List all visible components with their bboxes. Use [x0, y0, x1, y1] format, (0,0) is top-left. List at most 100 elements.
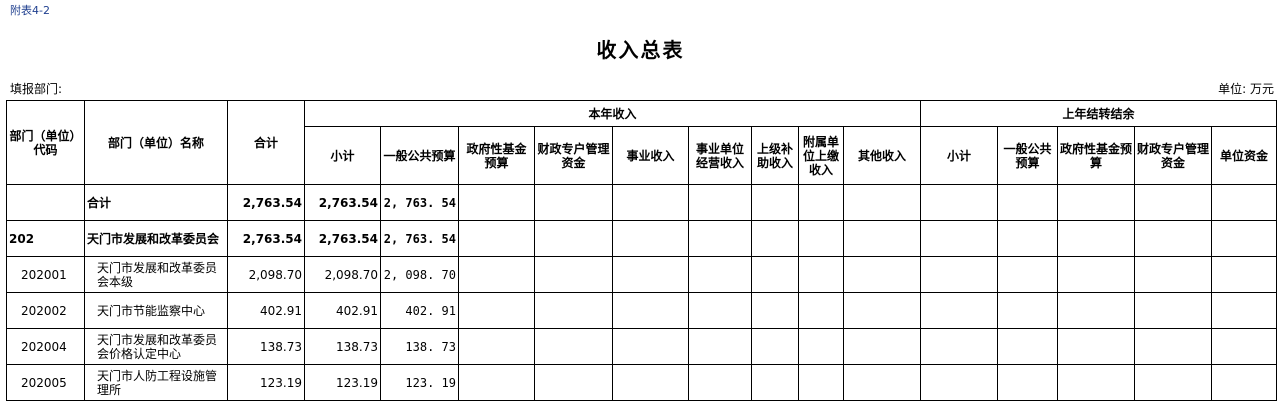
cell-empty: [1134, 328, 1212, 365]
header-current-col: 一般公共预算: [380, 126, 459, 185]
cell-empty: [1211, 220, 1277, 257]
cell-empty: [1134, 364, 1212, 401]
cell-empty: [843, 328, 921, 365]
header-current-col: 事业单位经营收入: [688, 126, 752, 185]
cell-empty: [1134, 184, 1212, 221]
cell-empty: [798, 328, 844, 365]
header-current-col: 事业收入: [612, 126, 689, 185]
cell-general-budget: 2, 763. 54: [380, 184, 459, 221]
cell-empty: [688, 184, 752, 221]
cell-empty: [1211, 292, 1277, 329]
page-title: 收入总表: [596, 38, 685, 62]
cell-empty: [1057, 256, 1135, 293]
cell-empty: [458, 220, 535, 257]
cell-total: 123.19: [227, 364, 305, 401]
table-row: 202004 天门市发展和改革委员会价格认定中心 138.73 138.73 138. …: [6, 328, 1277, 365]
table-row: 202005 天门市人防工程设施管理所 123.19 123.19 123. 19: [6, 364, 1277, 401]
cell-empty: [751, 328, 799, 365]
cell-empty: [1134, 220, 1212, 257]
header-prior-year: 上年结转结余: [920, 100, 1277, 127]
cell-empty: [534, 256, 613, 293]
header-current-col: 其他收入: [843, 126, 921, 185]
cell-empty: [997, 328, 1058, 365]
cell-subtotal: 123.19: [304, 364, 381, 401]
cell-empty: [920, 364, 998, 401]
cell-total: 2,098.70: [227, 256, 305, 293]
cell-empty: [920, 256, 998, 293]
cell-empty: [688, 328, 752, 365]
cell-general-budget: 2, 098. 70: [380, 256, 459, 293]
cell-empty: [1057, 292, 1135, 329]
cell-code: 202005: [6, 364, 85, 401]
cell-empty: [534, 292, 613, 329]
cell-subtotal: 2,763.54: [304, 220, 381, 257]
cell-empty: [534, 364, 613, 401]
header-prior-col: 政府性基金预算: [1057, 126, 1135, 185]
cell-total: 402.91: [227, 292, 305, 329]
cell-empty: [1211, 256, 1277, 293]
header-current-col: 上级补助收入: [751, 126, 799, 185]
cell-empty: [843, 220, 921, 257]
cell-empty: [798, 364, 844, 401]
cell-name: 天门市发展和改革委员会价格认定中心: [84, 328, 228, 365]
cell-general-budget: 2, 763. 54: [380, 220, 459, 257]
cell-empty: [920, 184, 998, 221]
cell-code: 202: [6, 220, 85, 257]
appendix-label: 附表4-2: [10, 4, 50, 17]
cell-empty: [751, 220, 799, 257]
cell-empty: [997, 184, 1058, 221]
cell-empty: [1134, 292, 1212, 329]
cell-empty: [612, 364, 689, 401]
cell-empty: [612, 220, 689, 257]
cell-empty: [612, 256, 689, 293]
header-prior-col: 财政专户管理资金: [1134, 126, 1212, 185]
cell-empty: [997, 256, 1058, 293]
cell-empty: [1211, 328, 1277, 365]
cell-empty: [458, 292, 535, 329]
header-code: 部门（单位）代码: [6, 100, 85, 185]
cell-empty: [798, 184, 844, 221]
cell-empty: [688, 292, 752, 329]
cell-empty: [920, 292, 998, 329]
cell-empty: [534, 184, 613, 221]
cell-subtotal: 138.73: [304, 328, 381, 365]
header-current-col: 财政专户管理资金: [534, 126, 613, 185]
cell-empty: [751, 184, 799, 221]
header-current-year: 本年收入: [304, 100, 921, 127]
cell-name: 天门市发展和改革委员会: [84, 220, 228, 257]
table-row: 202 天门市发展和改革委员会 2,763.54 2,763.54 2, 763. 54: [6, 220, 1277, 257]
cell-empty: [843, 364, 921, 401]
cell-empty: [534, 220, 613, 257]
cell-general-budget: 138. 73: [380, 328, 459, 365]
cell-empty: [688, 256, 752, 293]
cell-general-budget: 402. 91: [380, 292, 459, 329]
cell-empty: [997, 220, 1058, 257]
header-prior-col: 一般公共预算: [997, 126, 1058, 185]
cell-empty: [843, 292, 921, 329]
header-current-col: 附属单位上缴收入: [798, 126, 844, 185]
cell-empty: [688, 220, 752, 257]
cell-empty: [798, 256, 844, 293]
table-row: 合计 2,763.54 2,763.54 2, 763. 54: [6, 184, 1277, 221]
cell-empty: [751, 364, 799, 401]
cell-empty: [612, 328, 689, 365]
cell-empty: [1057, 220, 1135, 257]
cell-total: 138.73: [227, 328, 305, 365]
cell-subtotal: 2,763.54: [304, 184, 381, 221]
cell-code: 202002: [6, 292, 85, 329]
cell-code: 202004: [6, 328, 85, 365]
cell-empty: [458, 328, 535, 365]
cell-empty: [1057, 184, 1135, 221]
cell-empty: [843, 256, 921, 293]
cell-empty: [920, 328, 998, 365]
income-summary-table: 部门（单位）代码 部门（单位）名称 合计 本年收入 上年结转结余 小计 一般公共预…: [6, 100, 1277, 401]
cell-empty: [458, 256, 535, 293]
header-prior-col: 单位资金: [1211, 126, 1277, 185]
cell-code: 202001: [6, 256, 85, 293]
cell-name: 天门市节能监察中心: [84, 292, 228, 329]
cell-name: 天门市发展和改革委员会本级: [84, 256, 228, 293]
header-total: 合计: [227, 100, 305, 185]
cell-empty: [751, 256, 799, 293]
cell-empty: [798, 220, 844, 257]
cell-empty: [688, 364, 752, 401]
